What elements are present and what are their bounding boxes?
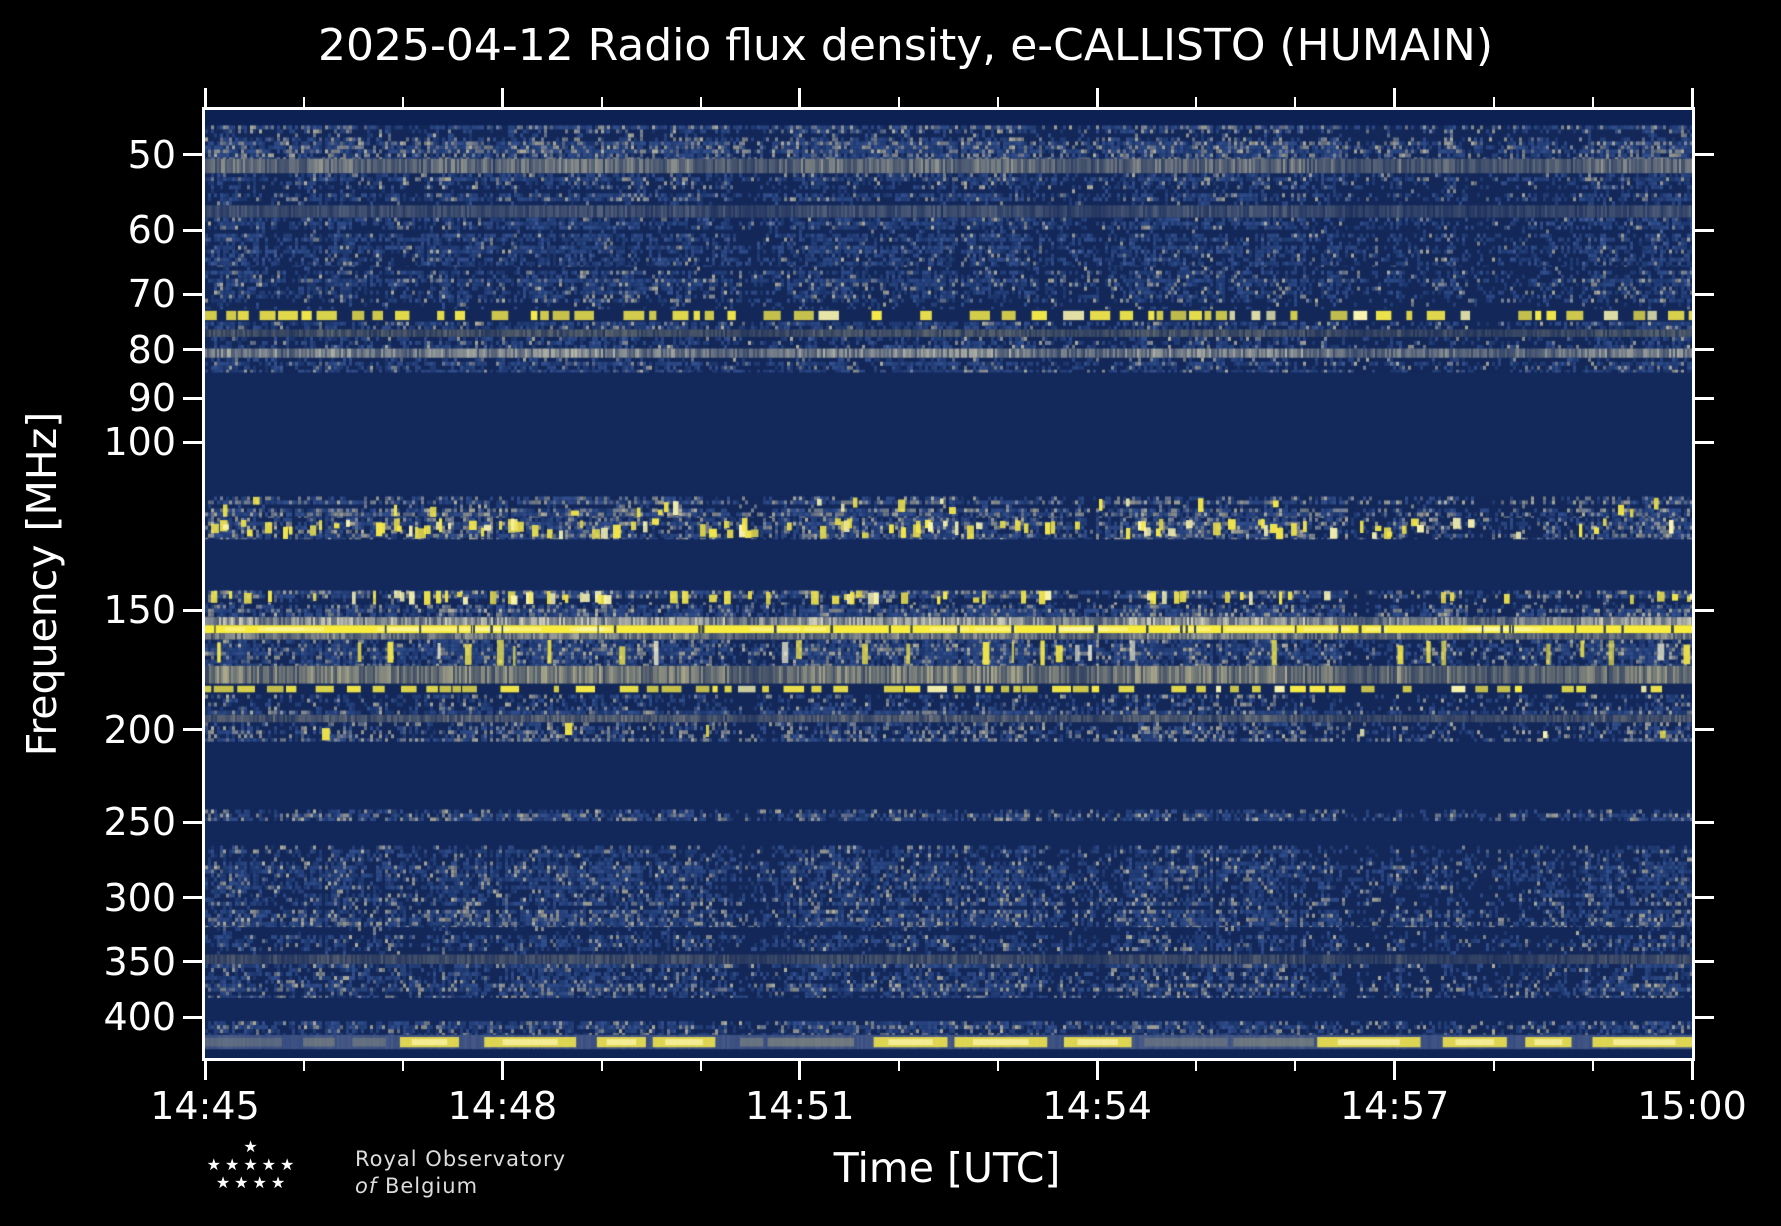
y-major-tick bbox=[183, 228, 202, 232]
x-minor-tick bbox=[303, 1061, 306, 1071]
x-major-tick bbox=[1690, 1061, 1694, 1080]
x-major-tick bbox=[1393, 88, 1397, 107]
y-major-tick bbox=[1695, 440, 1714, 444]
x-tick-label: 15:00 bbox=[1637, 1084, 1747, 1128]
chart-title: 2025-04-12 Radio flux density, e-CALLIST… bbox=[317, 20, 1494, 71]
x-tick-label: 14:48 bbox=[447, 1084, 558, 1128]
rob-logo: ★ ★★★★★ ★★★★ Royal Observatory of Belgium bbox=[160, 1138, 580, 1208]
y-major-tick bbox=[183, 1015, 202, 1019]
x-major-tick bbox=[1393, 1061, 1397, 1080]
x-minor-tick bbox=[699, 97, 702, 107]
y-major-tick bbox=[1695, 896, 1714, 900]
x-axis-label: Time [UTC] bbox=[833, 1144, 1061, 1192]
x-minor-tick bbox=[1591, 1061, 1594, 1071]
y-major-tick bbox=[183, 153, 202, 157]
y-major-tick bbox=[183, 820, 202, 824]
x-major-tick bbox=[798, 1061, 802, 1080]
x-major-tick bbox=[500, 1061, 504, 1080]
x-minor-tick bbox=[1294, 97, 1297, 107]
x-major-tick bbox=[798, 88, 802, 107]
y-tick-label: 300 bbox=[103, 875, 176, 920]
spectrogram-canvas bbox=[205, 110, 1692, 1058]
y-major-tick bbox=[183, 348, 202, 352]
x-minor-tick bbox=[1492, 1061, 1495, 1071]
y-major-tick bbox=[1695, 960, 1714, 964]
x-minor-tick bbox=[897, 97, 900, 107]
y-major-tick bbox=[183, 608, 202, 612]
x-tick-label: 14:45 bbox=[150, 1084, 260, 1128]
y-major-tick bbox=[1695, 153, 1714, 157]
x-major-tick bbox=[203, 88, 207, 107]
y-major-tick bbox=[1695, 820, 1714, 824]
y-major-tick bbox=[183, 728, 202, 732]
x-major-tick bbox=[500, 88, 504, 107]
rob-logo-line1: Royal Observatory bbox=[355, 1147, 567, 1171]
x-tick-label: 14:57 bbox=[1339, 1084, 1450, 1128]
y-tick-label: 50 bbox=[127, 132, 176, 177]
x-minor-tick bbox=[1195, 97, 1198, 107]
star-row: ★★★★ bbox=[215, 1173, 290, 1192]
star-row: ★★★★★ bbox=[206, 1155, 299, 1174]
y-tick-label: 350 bbox=[103, 939, 176, 984]
y-major-tick bbox=[183, 896, 202, 900]
x-major-tick bbox=[1095, 1061, 1099, 1080]
x-minor-tick bbox=[997, 1061, 1000, 1071]
y-major-tick bbox=[1695, 292, 1714, 296]
y-major-tick bbox=[1695, 348, 1714, 352]
star-row: ★ bbox=[243, 1137, 262, 1156]
y-major-tick bbox=[183, 440, 202, 444]
x-minor-tick bbox=[699, 1061, 702, 1071]
plot-area bbox=[202, 107, 1695, 1061]
x-minor-tick bbox=[1195, 1061, 1198, 1071]
y-major-tick bbox=[1695, 728, 1714, 732]
y-major-tick bbox=[1695, 608, 1714, 612]
x-minor-tick bbox=[897, 1061, 900, 1071]
y-tick-label: 70 bbox=[127, 272, 176, 317]
x-tick-label: 14:54 bbox=[1042, 1084, 1152, 1128]
x-minor-tick bbox=[402, 1061, 405, 1071]
x-minor-tick bbox=[1294, 1061, 1297, 1071]
y-tick-label: 90 bbox=[127, 376, 176, 421]
y-major-tick bbox=[1695, 228, 1714, 232]
x-major-tick bbox=[203, 1061, 207, 1080]
x-minor-tick bbox=[600, 1061, 603, 1071]
x-minor-tick bbox=[997, 97, 1000, 107]
x-major-tick bbox=[1690, 88, 1694, 107]
x-minor-tick bbox=[303, 97, 306, 107]
x-tick-label: 14:51 bbox=[745, 1084, 855, 1128]
y-major-tick bbox=[1695, 1015, 1714, 1019]
x-minor-tick bbox=[1492, 97, 1495, 107]
y-tick-label: 100 bbox=[103, 420, 176, 465]
y-major-tick bbox=[183, 396, 202, 400]
y-tick-label: 80 bbox=[127, 327, 176, 372]
y-tick-label: 150 bbox=[103, 588, 176, 633]
x-major-tick bbox=[1095, 88, 1099, 107]
y-tick-label: 250 bbox=[103, 800, 176, 845]
y-major-tick bbox=[1695, 396, 1714, 400]
rob-logo-text: Royal Observatory of Belgium bbox=[355, 1146, 566, 1200]
y-major-tick bbox=[183, 292, 202, 296]
rob-logo-stars-icon: ★ ★★★★★ ★★★★ bbox=[160, 1138, 345, 1192]
x-minor-tick bbox=[600, 97, 603, 107]
y-tick-label: 60 bbox=[127, 208, 176, 253]
x-minor-tick bbox=[1591, 97, 1594, 107]
y-tick-label: 400 bbox=[103, 995, 176, 1040]
rob-logo-line2: of Belgium bbox=[355, 1174, 479, 1198]
x-minor-tick bbox=[402, 97, 405, 107]
y-tick-label: 200 bbox=[103, 707, 176, 752]
y-major-tick bbox=[183, 960, 202, 964]
